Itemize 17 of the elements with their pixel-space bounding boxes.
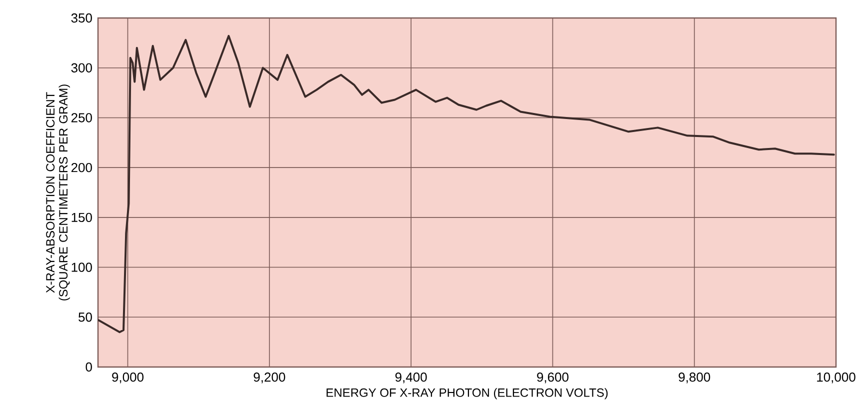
x-tick-label: 9,400 <box>395 372 427 384</box>
x-tick-label: 9,000 <box>112 372 144 384</box>
y-tick-label: 100 <box>72 262 92 272</box>
y-tick-label: 350 <box>71 13 92 23</box>
y-tick-label: 300 <box>71 63 92 72</box>
y-tick-label: 250 <box>71 113 92 122</box>
x-tick-label: 10,000 <box>817 372 856 384</box>
y-axis-title: X-RAY-ABSORPTION COEFFICIENT (SQUARE CENTIMETERS PER GRAM) <box>46 84 70 300</box>
x-tick-label: 9,600 <box>537 372 568 384</box>
y-tick-label: 50 <box>78 312 92 322</box>
x-tick-label: 9,200 <box>254 372 286 384</box>
line-series <box>98 34 835 334</box>
y-tick-label: 150 <box>72 212 92 222</box>
x-tick-label: 9,800 <box>678 372 710 384</box>
x-axis-title: ENERGY OF X-RAY PHOTON (ELECTRON VOLTS) <box>326 388 608 400</box>
y-tick-label: 0 <box>86 362 92 372</box>
y-tick-label: 200 <box>71 162 92 172</box>
